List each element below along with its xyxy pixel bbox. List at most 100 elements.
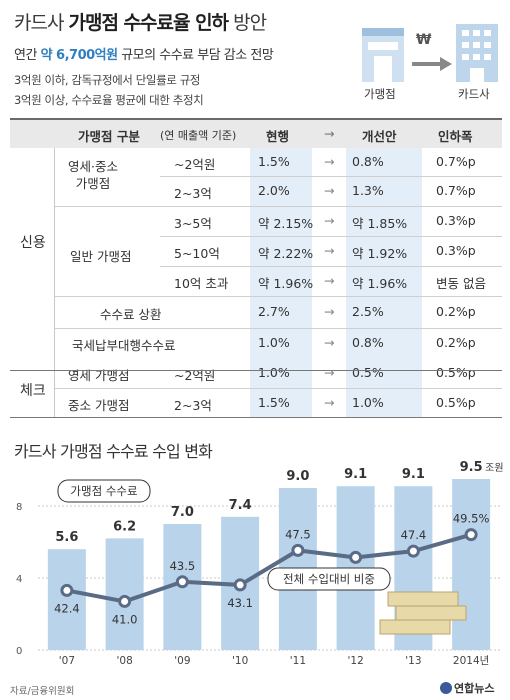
bar-value-label: 9.0	[286, 469, 309, 484]
x-tick-label: '08	[117, 655, 133, 667]
row-category: 영세 가맹점	[68, 368, 130, 383]
row-cut: 변동 없음	[436, 276, 486, 291]
header-basis: (연 매출액 기준)	[160, 129, 237, 142]
row-cut: 0.5%p	[436, 365, 476, 380]
current-column-bg	[250, 148, 312, 418]
row-proposal: 1.3%	[352, 183, 384, 198]
subgroup-small: 영세·중소 가맹점	[68, 159, 118, 191]
share-line	[66, 532, 472, 604]
bar-value-label: 6.2	[113, 519, 136, 534]
buildings-icon	[362, 24, 498, 82]
share-point	[175, 575, 189, 589]
share-point	[118, 594, 132, 608]
row-range: 2~3억	[174, 398, 212, 413]
chart-title: 카드사 가맹점 수수료 수입 변화	[14, 442, 213, 461]
legend-bar-label: 가맹점 수수료	[70, 484, 137, 498]
row-current: 약 1.96%	[258, 276, 314, 291]
won-icon: ₩	[416, 32, 432, 48]
row-range: ~2억원	[174, 368, 216, 383]
row-arrow: →	[324, 243, 335, 258]
money-stack-icon	[379, 591, 467, 635]
share-value-label: 43.5	[170, 559, 196, 573]
row-current: 1.5%	[258, 395, 290, 410]
row-proposal: 약 1.92%	[352, 246, 408, 261]
card-company-label: 카드사	[458, 87, 490, 101]
row-arrow: →	[324, 395, 335, 410]
header-arrow: →	[324, 126, 335, 141]
bar-value-label: 7.4	[229, 498, 252, 513]
share-point	[464, 528, 478, 542]
header-category: 가맹점 구분	[78, 129, 140, 144]
row-range: 5~10억	[174, 246, 220, 261]
subtitle: 연간 약 6,700억원 규모의 수수료 부담 감소 전망	[14, 48, 274, 63]
row-category: 국세납부대행수수료	[72, 338, 176, 353]
group-credit: 신용	[20, 235, 46, 251]
row-proposal: 1.0%	[352, 395, 384, 410]
row-range: ~2억원	[174, 157, 216, 172]
subgroup-general: 일반 가맹점	[70, 249, 132, 264]
row-current: 1.5%	[258, 154, 290, 169]
y-tick-label: 0	[16, 646, 22, 657]
bar-value-label: 5.6	[55, 530, 78, 545]
header-current: 현행	[266, 129, 290, 144]
legend-line-label: 전체 수입대비 비중	[283, 572, 375, 586]
share-point	[291, 543, 305, 557]
row-arrow: →	[324, 273, 335, 288]
share-value-label: 47.4	[401, 528, 427, 542]
proposal-column-bg	[346, 148, 422, 418]
row-cut: 0.2%p	[436, 335, 476, 350]
share-value-label: 43.1	[227, 596, 253, 610]
merchant-label: 가맹점	[364, 87, 396, 101]
x-tick-label: '12	[348, 655, 364, 667]
row-category: 수수료 상환	[100, 307, 162, 322]
logo-icon	[440, 682, 452, 694]
bar-unit-label: 조원	[485, 462, 503, 474]
row-arrow: →	[324, 304, 335, 319]
page-title: 카드사 가맹점 수수료율 인하 방안	[14, 12, 267, 34]
row-current: 2.7%	[258, 304, 290, 319]
x-tick-label: '09	[174, 655, 190, 667]
x-tick-label: 2014년	[453, 655, 489, 667]
row-proposal: 0.8%	[352, 154, 384, 169]
x-tick-label: '13	[405, 655, 421, 667]
row-cut: 0.5%p	[436, 395, 476, 410]
group-check: 체크	[20, 383, 46, 399]
row-cut: 0.7%p	[436, 154, 476, 169]
note-line-2: 3억원 이상, 수수료율 평균에 대한 추정치	[14, 93, 204, 107]
row-category: 중소 가맹점	[68, 398, 130, 413]
bar-value-label: 7.0	[171, 505, 194, 520]
row-range: 3~5억	[174, 216, 212, 231]
row-proposal: 2.5%	[352, 304, 384, 319]
legend-line-callout	[267, 567, 391, 591]
row-arrow: →	[324, 154, 335, 169]
share-value-label: 49.5%	[453, 512, 490, 526]
row-proposal: 0.8%	[352, 335, 384, 350]
share-point	[233, 578, 247, 592]
publisher-logo: 연합뉴스	[440, 680, 494, 696]
row-arrow: →	[324, 365, 335, 380]
header-proposal: 개선안	[362, 129, 397, 144]
row-cut: 0.2%p	[436, 304, 476, 319]
bar-value-label: 9.5	[460, 460, 483, 475]
x-tick-label: '07	[59, 655, 75, 667]
row-arrow: →	[324, 183, 335, 198]
row-current: 약 2.22%	[258, 246, 314, 261]
row-arrow: →	[324, 335, 335, 350]
row-proposal: 0.5%	[352, 365, 384, 380]
bar-value-label: 9.1	[344, 467, 367, 482]
fee-table: 가맹점 구분 (연 매출액 기준) 현행 → 개선안 인하폭 신용 체크 영세·…	[10, 118, 502, 418]
merchant-to-card-graphic: ₩ 가맹점 카드사	[360, 20, 510, 110]
share-value-label: 41.0	[112, 612, 138, 626]
row-cut: 0.3%p	[436, 213, 476, 228]
table-header	[10, 118, 502, 148]
y-tick-label: 4	[16, 574, 22, 585]
y-tick-label: 8	[16, 502, 22, 513]
legend-bar-callout	[57, 479, 151, 503]
row-proposal: 약 1.96%	[352, 276, 408, 291]
note-line-1: 3억원 이하, 감독규정에서 단일률로 규정	[14, 73, 201, 87]
bar	[105, 538, 144, 650]
bar	[47, 549, 86, 650]
share-value-label: 47.5	[285, 527, 311, 541]
